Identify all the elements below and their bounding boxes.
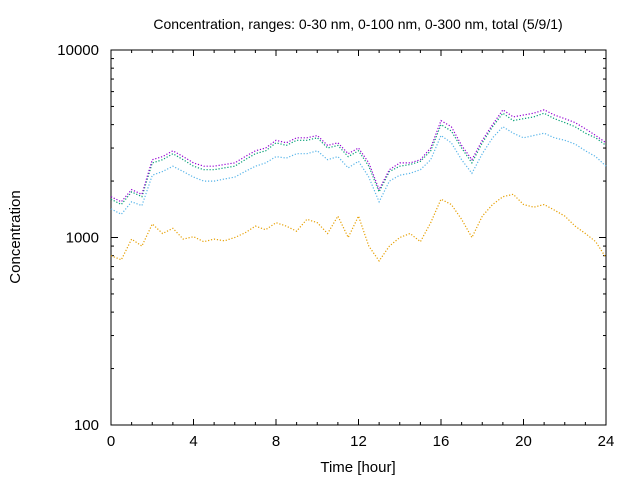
x-tick-label: 8 <box>272 433 280 450</box>
plot-frame <box>110 49 607 426</box>
x-tick-label: 12 <box>350 433 367 450</box>
x-tick-label: 24 <box>598 433 615 450</box>
y-tick-label: 10000 <box>57 42 99 59</box>
x-tick-label: 0 <box>107 433 115 450</box>
x-tick-label: 16 <box>433 433 450 450</box>
series-line-3 <box>110 112 607 206</box>
y-tick-label: 1000 <box>66 230 99 247</box>
x-tick-label: 20 <box>515 433 532 450</box>
y-tick-label: 100 <box>74 417 99 434</box>
x-axis-label: Time [hour] <box>320 459 395 476</box>
y-axis-label: Concentration <box>7 190 24 283</box>
chart-title: Concentration, ranges: 0-30 nm, 0-100 nm… <box>153 16 562 32</box>
x-tick-label: 4 <box>189 433 197 450</box>
series-line-4 <box>110 108 607 203</box>
series-line-2 <box>110 125 607 216</box>
series-line-1 <box>110 193 607 262</box>
